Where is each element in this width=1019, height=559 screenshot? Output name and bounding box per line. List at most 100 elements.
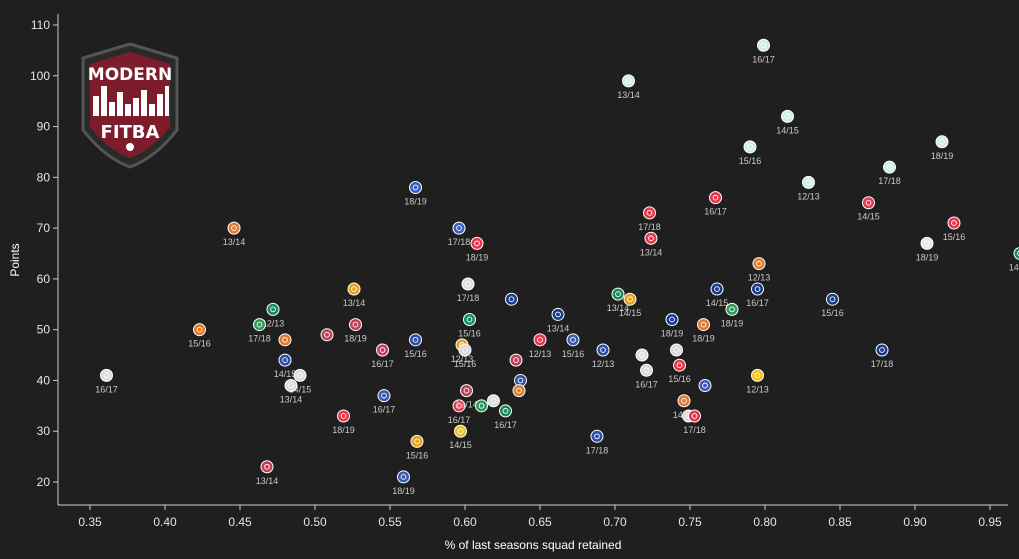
team-badge-emblem (414, 438, 420, 445)
axes (57, 14, 1008, 506)
team-badge-emblem (352, 321, 359, 328)
y-tick-label: 40 (37, 373, 51, 387)
data-point-motherwell: 18/19 (692, 318, 715, 344)
team-badge-emblem (760, 42, 767, 49)
data-point-kilmarnock: 17/18 (586, 429, 608, 455)
team-badge-emblem (412, 336, 419, 343)
data-point-stjohnstone: 18/19 (661, 313, 683, 339)
team-badge-marker (743, 140, 757, 154)
y-tick-label: 30 (37, 424, 51, 438)
data-point-aberdeen: 18/19 (466, 236, 488, 262)
team-badge-marker (688, 409, 701, 423)
team-badge-emblem (570, 336, 576, 343)
data-point-aberdeen: 16/17 (448, 399, 470, 425)
data-point-stjohnstone: 15/16 (821, 292, 844, 318)
team-badge-emblem (756, 260, 762, 267)
team-badge-marker (640, 363, 653, 377)
team-badge-emblem (625, 78, 632, 84)
x-tick-label: 0.75 (678, 515, 702, 529)
team-badge-marker (293, 368, 307, 382)
team-badge-emblem (400, 474, 407, 480)
data-point-label: 13/14 (280, 395, 303, 405)
data-point-hearts: 18/19 (344, 318, 367, 344)
team-badge-emblem (517, 377, 524, 384)
data-point-ict: 15/16 (458, 313, 481, 339)
y-ticks: 20 30 40 50 60 70 80 90 100 110 (30, 18, 58, 489)
team-badge-marker (284, 379, 298, 393)
team-badge-marker (781, 109, 794, 123)
team-badge-emblem (324, 331, 330, 338)
x-tick-label: 0.35 (78, 515, 102, 529)
football-icon (126, 143, 134, 151)
data-point-label: 12/13 (748, 273, 771, 283)
team-badge-emblem (456, 225, 462, 231)
team-badge-emblem (805, 179, 812, 186)
team-badge-marker (673, 358, 686, 372)
data-point-ayr (635, 348, 649, 362)
team-badge-marker (677, 394, 691, 408)
team-badge-marker (376, 343, 389, 357)
data-point-celtic: 17/18 (878, 160, 901, 186)
team-badge-marker (826, 292, 839, 306)
team-badge-marker (278, 353, 292, 367)
x-tick-label: 0.85 (828, 515, 852, 529)
team-badge-emblem (627, 296, 633, 303)
team-badge-marker (266, 302, 280, 316)
data-point-label: 18/19 (692, 334, 715, 344)
x-tick-label: 0.40 (153, 515, 177, 529)
team-badge-emblem (886, 164, 893, 171)
team-badge-emblem (747, 144, 753, 150)
team-badge-marker (499, 404, 512, 418)
data-point-label: 16/17 (373, 405, 396, 415)
data-point-aberdeen: 15/16 (943, 216, 965, 242)
data-point-label: 16/17 (752, 54, 775, 64)
team-badge-emblem (615, 291, 621, 297)
team-badge-emblem (729, 306, 735, 313)
team-badge-marker (397, 470, 410, 484)
team-badge-emblem (381, 392, 387, 399)
team-badge-emblem (714, 286, 720, 292)
data-point-label: 12/13 (451, 354, 474, 364)
team-badge-marker (566, 333, 580, 347)
data-point-label: 18/19 (392, 486, 415, 496)
data-point-label: 17/18 (638, 222, 661, 232)
team-badge-marker (349, 318, 362, 332)
data-point-label: 18/19 (344, 334, 367, 344)
x-tick-label: 0.55 (378, 515, 402, 529)
data-point-label: 15/16 (404, 349, 427, 359)
team-badge-marker (751, 282, 764, 296)
data-point-motherwell: 15/16 (188, 323, 211, 349)
team-badge-marker (227, 221, 241, 235)
data-point-label: 14/15 (274, 369, 297, 379)
modern-fitba-logo: MODERN FITBA (81, 42, 179, 169)
team-badge-marker (611, 287, 625, 301)
team-badge-marker (875, 343, 889, 357)
team-badge-marker (509, 353, 523, 367)
data-point-label: 18/19 (931, 151, 954, 161)
team-badge-marker (709, 191, 722, 205)
data-point-hearts (509, 353, 523, 367)
data-point-label: 12/13 (592, 359, 615, 369)
data-point-dundee (698, 379, 712, 393)
data-point-stjohnstone (505, 292, 518, 306)
team-badge-marker (320, 328, 334, 342)
data-point-label: 13/14 (607, 303, 630, 313)
data-point-aberdeen: 17/18 (638, 206, 661, 232)
data-point-rangers: 18/19 (404, 180, 427, 206)
team-badge-marker (460, 384, 473, 398)
data-point-label: 14/15 (449, 440, 472, 450)
team-badge-emblem (754, 286, 761, 292)
data-point-label: 17/18 (878, 176, 901, 186)
data-point-label: 17/18 (448, 237, 471, 247)
data-point-label: 16/17 (704, 207, 727, 217)
data-point-hibs (475, 399, 488, 413)
data-point-hearts: 13/14 (455, 384, 478, 410)
data-point-hearts: 16/17 (371, 343, 394, 369)
team-badge-emblem (196, 326, 203, 333)
data-point-label: 15/16 (454, 359, 477, 369)
data-point-ict: 12/13 (262, 302, 284, 328)
data-point-label: 15/16 (821, 308, 844, 318)
team-badge-marker (757, 38, 770, 52)
team-badge-marker (278, 333, 292, 347)
team-badge-emblem (681, 397, 687, 404)
